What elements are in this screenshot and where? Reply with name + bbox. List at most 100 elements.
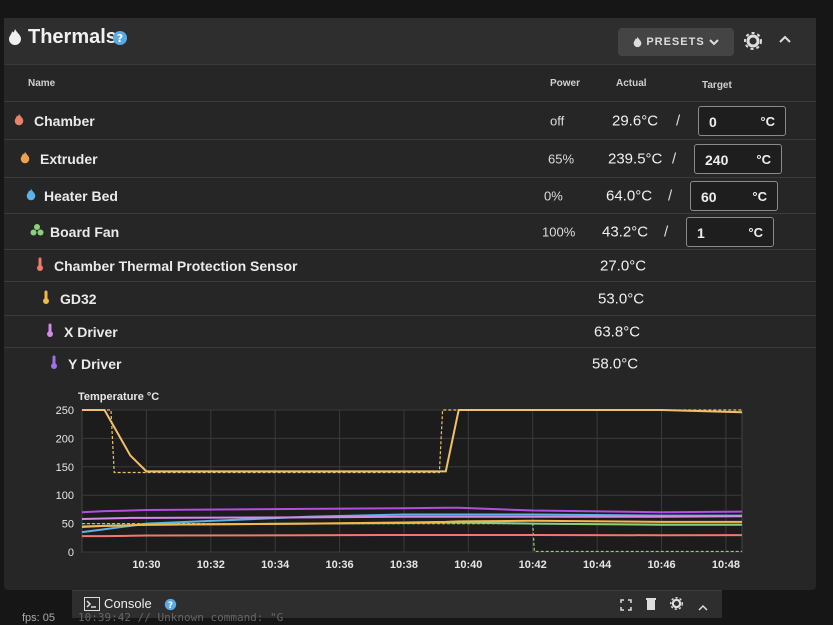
target-value: 0 — [709, 114, 717, 130]
target-value: 1 — [697, 225, 705, 241]
heater-row-extruder[interactable]: Extruder 65% 239.5°C / 240 °C — [4, 139, 816, 178]
thermometer-icon — [36, 257, 44, 275]
help-icon[interactable]: ? — [112, 30, 128, 51]
sensor-name: Y Driver — [68, 356, 122, 372]
heater-row-board-fan[interactable]: Board Fan 100% 43.2°C / 1 °C — [4, 213, 816, 250]
flame-icon — [26, 188, 36, 204]
heater-power: 65% — [548, 151, 575, 167]
x-tick-label: 10:42 — [519, 559, 547, 571]
x-tick-label: 10:32 — [197, 559, 225, 571]
x-tick-label: 10:48 — [712, 559, 740, 571]
gear-icon[interactable] — [670, 597, 683, 615]
series-line — [81, 519, 742, 528]
help-icon[interactable]: ? — [164, 598, 177, 616]
y-tick-label: 50 — [62, 519, 74, 531]
panel-header: Thermals ? PRESETS — [4, 18, 816, 65]
presets-label: PRESETS — [646, 36, 705, 48]
slash-separator: / — [676, 112, 681, 130]
series-line — [81, 515, 743, 521]
col-name: Name — [28, 78, 56, 89]
y-tick-label: 100 — [56, 490, 74, 502]
flame-icon — [633, 36, 642, 48]
svg-text:?: ? — [168, 601, 173, 611]
chevron-down-icon — [708, 39, 719, 46]
temperature-chart: Temperature °C 0 50 100 150 200 250 10:30 10:3… — [40, 382, 760, 582]
sensor-actual: 27.0°C — [600, 257, 647, 275]
console-log-line: 10:39:42 // Unknown command: "G — [78, 611, 284, 624]
expand-icon[interactable] — [620, 598, 632, 616]
heater-actual: 43.2°C — [602, 223, 649, 241]
chart-ylabel: Temperature °C — [78, 391, 159, 403]
chevron-up-icon[interactable] — [778, 32, 792, 50]
thermometer-icon — [50, 355, 58, 373]
target-input[interactable]: 1 °C — [686, 217, 774, 247]
target-unit: °C — [760, 114, 775, 129]
sensor-actual: 58.0°C — [592, 355, 639, 373]
heater-name: Chamber — [34, 113, 95, 129]
slash-separator: / — [668, 187, 673, 205]
heater-power: 100% — [542, 224, 576, 240]
table-header: Name Power Actual Target — [4, 78, 816, 100]
target-value: 240 — [705, 152, 729, 168]
heater-name: Heater Bed — [44, 188, 118, 204]
sensor-row[interactable]: Y Driver 58.0°C — [4, 347, 816, 380]
x-tick-label: 10:40 — [454, 559, 482, 571]
console-label: Console — [104, 596, 152, 611]
y-tick-label: 200 — [56, 433, 74, 445]
sensor-row[interactable]: GD32 53.0°C — [4, 281, 816, 316]
heater-name: Extruder — [40, 151, 98, 167]
sensor-row[interactable]: X Driver 63.8°C — [4, 315, 816, 348]
sensor-actual: 53.0°C — [598, 290, 645, 308]
temperature-chart-svg: Temperature °C 0 50 100 150 200 250 10:30 10:3… — [56, 391, 743, 571]
target-input[interactable]: 60 °C — [690, 181, 778, 211]
svg-text:?: ? — [117, 32, 123, 45]
y-tick-label: 250 — [56, 405, 74, 417]
target-value: 60 — [701, 189, 717, 205]
sensor-name: GD32 — [60, 291, 97, 307]
target-unit: °C — [748, 225, 763, 240]
x-tick-label: 10:44 — [583, 559, 612, 571]
heater-actual: 239.5°C — [608, 150, 663, 168]
chevron-up-icon[interactable] — [698, 599, 708, 617]
sensor-name: X Driver — [64, 324, 118, 340]
target-input[interactable]: 240 °C — [694, 144, 782, 174]
target-unit: °C — [756, 152, 771, 167]
flame-icon — [8, 28, 22, 51]
sensor-actual: 63.8°C — [594, 323, 641, 341]
x-tick-label: 10:34 — [261, 559, 290, 571]
fan-icon — [30, 224, 44, 241]
heater-name: Board Fan — [50, 224, 120, 240]
target-input[interactable]: 0 °C — [698, 106, 786, 136]
gear-icon[interactable] — [744, 32, 762, 55]
fps-counter: fps: 05 — [22, 612, 56, 624]
sensor-name: Chamber Thermal Protection Sensor — [54, 258, 298, 274]
slash-separator: / — [672, 150, 677, 168]
series-line — [82, 533, 743, 538]
thermometer-icon — [46, 323, 54, 341]
heater-row-chamber[interactable]: Chamber off 29.6°C / 0 °C — [4, 101, 816, 140]
series-line — [81, 513, 742, 534]
heater-actual: 64.0°C — [606, 187, 653, 205]
presets-button[interactable]: PRESETS — [618, 28, 734, 56]
y-tick-label: 0 — [68, 547, 74, 559]
series-line — [82, 409, 743, 473]
plot-area — [81, 409, 743, 553]
slash-separator: / — [664, 223, 669, 241]
series-line — [81, 506, 743, 514]
sensor-row[interactable]: Chamber Thermal Protection Sensor 27.0°C — [4, 249, 816, 282]
x-tick-label: 10:36 — [325, 559, 353, 571]
y-tick-label: 150 — [56, 462, 74, 474]
console-bar[interactable]: Console ? — [72, 590, 722, 618]
col-target: Target — [702, 80, 732, 91]
flame-icon — [20, 151, 30, 167]
col-actual: Actual — [616, 78, 647, 89]
heater-power: off — [550, 113, 565, 129]
heater-row-heater-bed[interactable]: Heater Bed 0% 64.0°C / 60 °C — [4, 177, 816, 214]
heater-actual: 29.6°C — [612, 112, 659, 130]
console-icon — [84, 597, 100, 616]
heater-power: 0% — [544, 188, 563, 204]
flame-icon — [14, 113, 24, 129]
trash-icon[interactable] — [646, 597, 656, 615]
thermometer-icon — [42, 290, 50, 308]
panel-title: Thermals — [28, 26, 117, 48]
